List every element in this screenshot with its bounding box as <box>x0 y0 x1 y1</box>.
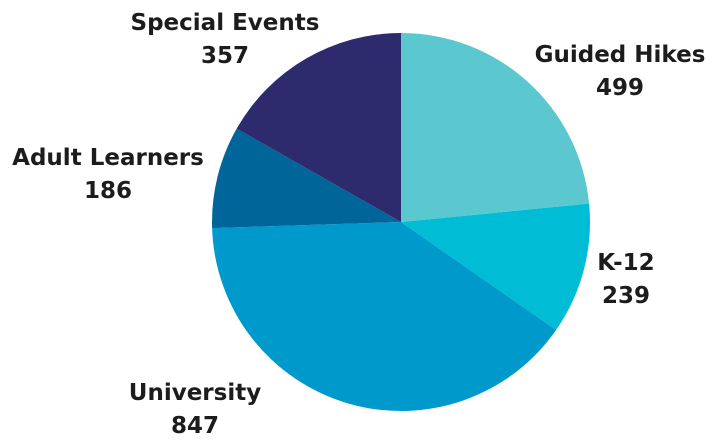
slice-label-university: University <box>129 380 261 406</box>
slice-value-k-12: 239 <box>602 283 650 309</box>
slices-layer <box>212 33 590 411</box>
slice-label-k-12: K-12 <box>597 250 654 276</box>
pie-slice-university <box>212 222 557 411</box>
slice-label-guided-hikes: Guided Hikes <box>535 42 706 68</box>
pie-slice-guided-hikes <box>401 33 590 222</box>
pie-slice-adult-learners <box>212 128 401 229</box>
slice-value-guided-hikes: 499 <box>596 75 644 101</box>
pie-slice-k-12 <box>401 203 590 330</box>
pie-slice-special-events <box>236 33 401 222</box>
slice-label-adult-learners: Adult Learners <box>12 145 204 171</box>
slice-value-university: 847 <box>171 413 219 439</box>
slice-value-special-events: 357 <box>201 43 249 69</box>
slice-label-special-events: Special Events <box>131 10 320 36</box>
labels-layer: Guided Hikes 499 K-12 239 University 847 Adult… <box>12 10 705 439</box>
slice-value-adult-learners: 186 <box>84 178 132 204</box>
